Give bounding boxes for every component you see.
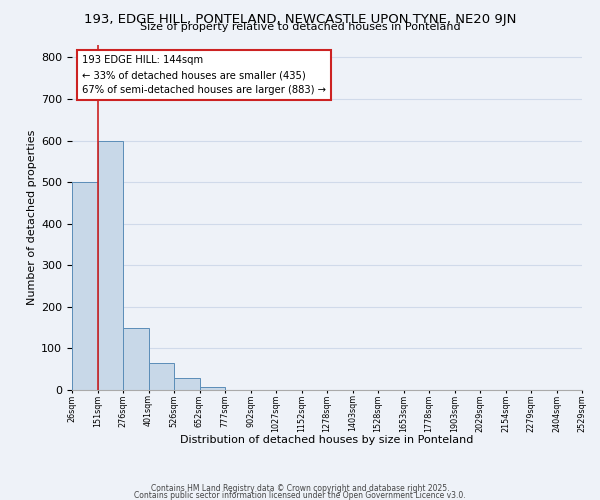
Bar <box>72 182 97 390</box>
Text: Contains HM Land Registry data © Crown copyright and database right 2025.: Contains HM Land Registry data © Crown c… <box>151 484 449 493</box>
Bar <box>174 378 199 390</box>
Y-axis label: Number of detached properties: Number of detached properties <box>27 130 37 305</box>
X-axis label: Distribution of detached houses by size in Ponteland: Distribution of detached houses by size … <box>181 434 473 444</box>
Text: 193 EDGE HILL: 144sqm
← 33% of detached houses are smaller (435)
67% of semi-det: 193 EDGE HILL: 144sqm ← 33% of detached … <box>82 56 326 95</box>
Text: 193, EDGE HILL, PONTELAND, NEWCASTLE UPON TYNE, NE20 9JN: 193, EDGE HILL, PONTELAND, NEWCASTLE UPO… <box>84 12 516 26</box>
Bar <box>199 386 225 390</box>
Bar <box>97 140 123 390</box>
Bar <box>123 328 149 390</box>
Text: Contains public sector information licensed under the Open Government Licence v3: Contains public sector information licen… <box>134 491 466 500</box>
Bar <box>149 363 174 390</box>
Text: Size of property relative to detached houses in Ponteland: Size of property relative to detached ho… <box>140 22 460 32</box>
